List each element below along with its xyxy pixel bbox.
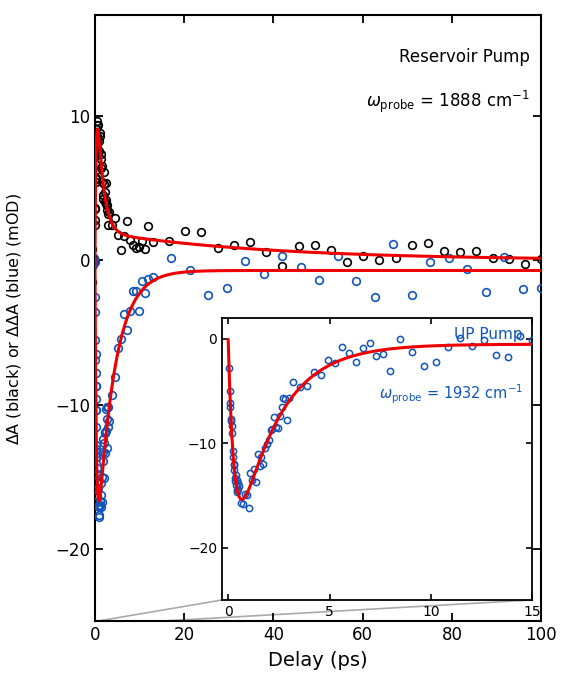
Text: Reservoir Pump: Reservoir Pump xyxy=(399,49,530,66)
X-axis label: Delay (ps): Delay (ps) xyxy=(268,651,368,670)
Text: $\omega_{\rm probe}$ = 1888 cm$^{-1}$: $\omega_{\rm probe}$ = 1888 cm$^{-1}$ xyxy=(366,89,530,115)
Text: $\Delta$A (black) or $\Delta\Delta$A (blue) (mOD): $\Delta$A (black) or $\Delta\Delta$A (bl… xyxy=(5,192,23,445)
